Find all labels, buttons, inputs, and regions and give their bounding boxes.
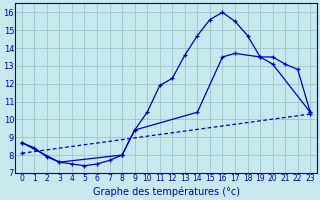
X-axis label: Graphe des températures (°c): Graphe des températures (°c): [92, 186, 239, 197]
